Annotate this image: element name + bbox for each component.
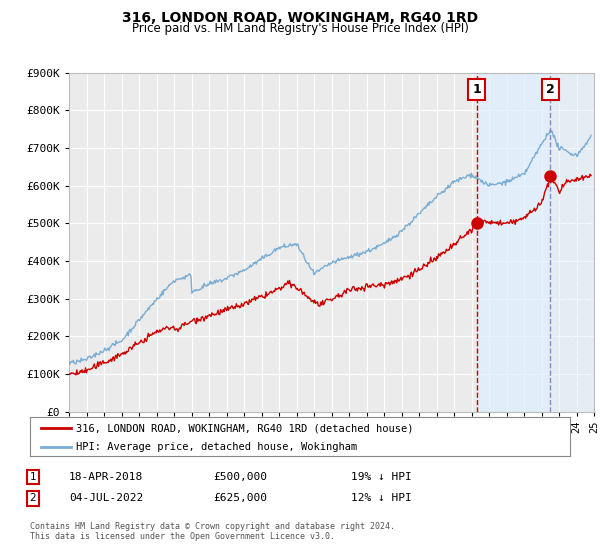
- Text: £500,000: £500,000: [213, 472, 267, 482]
- Text: 19% ↓ HPI: 19% ↓ HPI: [351, 472, 412, 482]
- Text: £625,000: £625,000: [213, 493, 267, 503]
- Text: 04-JUL-2022: 04-JUL-2022: [69, 493, 143, 503]
- Text: Contains HM Land Registry data © Crown copyright and database right 2024.
This d: Contains HM Land Registry data © Crown c…: [30, 522, 395, 542]
- Text: 316, LONDON ROAD, WOKINGHAM, RG40 1RD: 316, LONDON ROAD, WOKINGHAM, RG40 1RD: [122, 11, 478, 25]
- Text: HPI: Average price, detached house, Wokingham: HPI: Average price, detached house, Woki…: [76, 442, 357, 451]
- Text: 316, LONDON ROAD, WOKINGHAM, RG40 1RD (detached house): 316, LONDON ROAD, WOKINGHAM, RG40 1RD (d…: [76, 423, 413, 433]
- Bar: [550, 73, 594, 412]
- Bar: [476, 73, 550, 412]
- Text: 12% ↓ HPI: 12% ↓ HPI: [351, 493, 412, 503]
- Text: 1: 1: [472, 83, 481, 96]
- Text: Price paid vs. HM Land Registry's House Price Index (HPI): Price paid vs. HM Land Registry's House …: [131, 22, 469, 35]
- Text: 2: 2: [546, 83, 555, 96]
- Text: 18-APR-2018: 18-APR-2018: [69, 472, 143, 482]
- Text: 1: 1: [29, 472, 37, 482]
- Text: 2: 2: [29, 493, 37, 503]
